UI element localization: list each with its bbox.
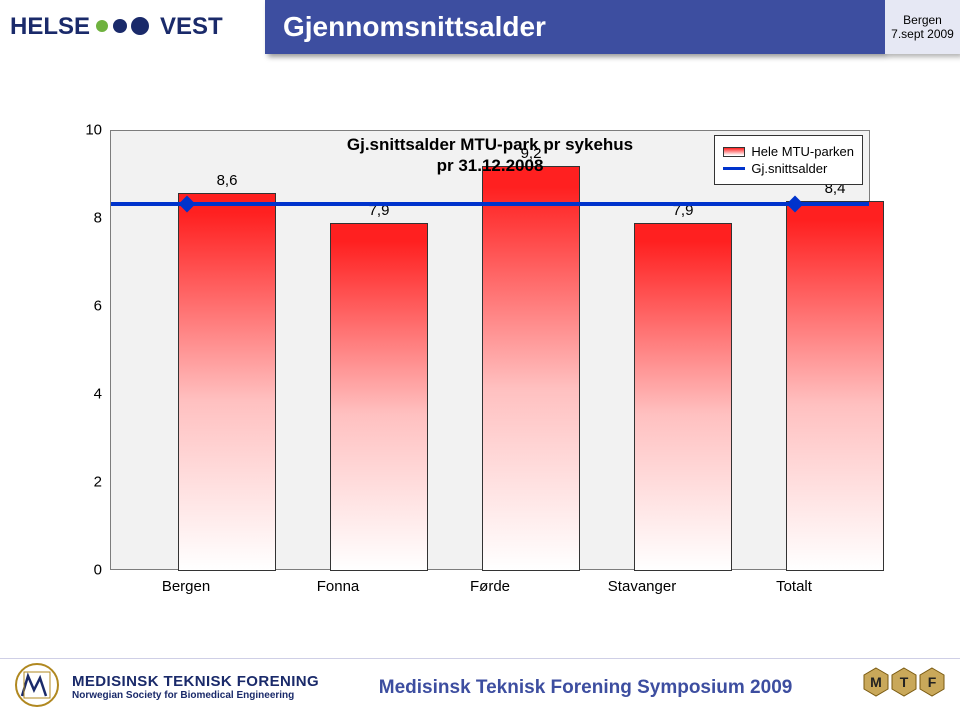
footer-title: Medisinsk Teknisk Forening Symposium 200… (319, 677, 852, 699)
legend-bar-swatch (723, 147, 745, 157)
mtf-hex-logo: M T F (862, 664, 946, 711)
legend-item: Hele MTU-parken (723, 144, 854, 159)
chart-legend: Hele MTU-parken Gj.snittsalder (714, 135, 863, 185)
mtf-emblem-icon (14, 662, 60, 713)
y-tick: 4 (70, 386, 102, 403)
hex-m: M (864, 668, 888, 696)
page-title: Gjennomsnittsalder (283, 11, 546, 43)
bar: 8,6 (178, 193, 275, 571)
y-tick: 2 (70, 474, 102, 491)
legend-label: Gj.snittsalder (751, 161, 827, 176)
logo-text-vest: VEST (160, 13, 223, 40)
slide-header: HELSE VEST Gjennomsnittsalder Bergen 7.s… (0, 0, 960, 70)
corner-line2: 7.sept 2009 (891, 27, 954, 41)
bar: 8,4 (786, 201, 883, 571)
bar: 9,2 (482, 166, 579, 571)
corner-info: Bergen 7.sept 2009 (885, 0, 960, 54)
x-category-label: Totalt (776, 578, 812, 595)
legend-item: Gj.snittsalder (723, 161, 854, 176)
org-line2: Norwegian Society for Biomedical Enginee… (72, 690, 319, 701)
y-tick: 10 (70, 122, 102, 139)
bar-value-label: 8,6 (179, 172, 274, 189)
slide-footer: MEDISINSK TEKNISK FORENING Norwegian Soc… (0, 658, 960, 716)
org-text: MEDISINSK TEKNISK FORENING Norwegian Soc… (72, 674, 319, 702)
x-category-label: Fonna (317, 578, 360, 595)
legend-label: Hele MTU-parken (751, 144, 854, 159)
helse-vest-logo: HELSE VEST (10, 0, 260, 59)
chart: 8,6 7,9 9,2 7,9 8,4 Hele MTU-parken Gj.snittsa… (70, 130, 890, 620)
bar: 7,9 (634, 223, 731, 571)
x-category-label: Førde (470, 578, 510, 595)
plot-area: 8,67,99,27,98,4Hele MTU-parkenGj.snittsa… (110, 130, 870, 570)
hex-f: F (920, 668, 944, 696)
corner-line1: Bergen (903, 13, 942, 27)
y-tick: 6 (70, 298, 102, 315)
title-banner: Gjennomsnittsalder (265, 0, 885, 54)
svg-text:T: T (900, 674, 909, 690)
hex-t: T (892, 668, 916, 696)
legend-line-swatch (723, 167, 745, 170)
bar: 7,9 (330, 223, 427, 571)
svg-text:M: M (870, 674, 882, 690)
chart-title: Gj.snittsalder MTU-park pr sykehuspr 31.… (330, 134, 650, 177)
y-tick: 8 (70, 210, 102, 227)
svg-text:F: F (928, 674, 937, 690)
org-line1: MEDISINSK TEKNISK FORENING (72, 674, 319, 691)
logo-text-helse: HELSE (10, 13, 90, 40)
x-category-label: Stavanger (608, 578, 676, 595)
x-category-label: Bergen (162, 578, 210, 595)
avg-line (111, 202, 869, 206)
y-tick: 0 (70, 562, 102, 579)
